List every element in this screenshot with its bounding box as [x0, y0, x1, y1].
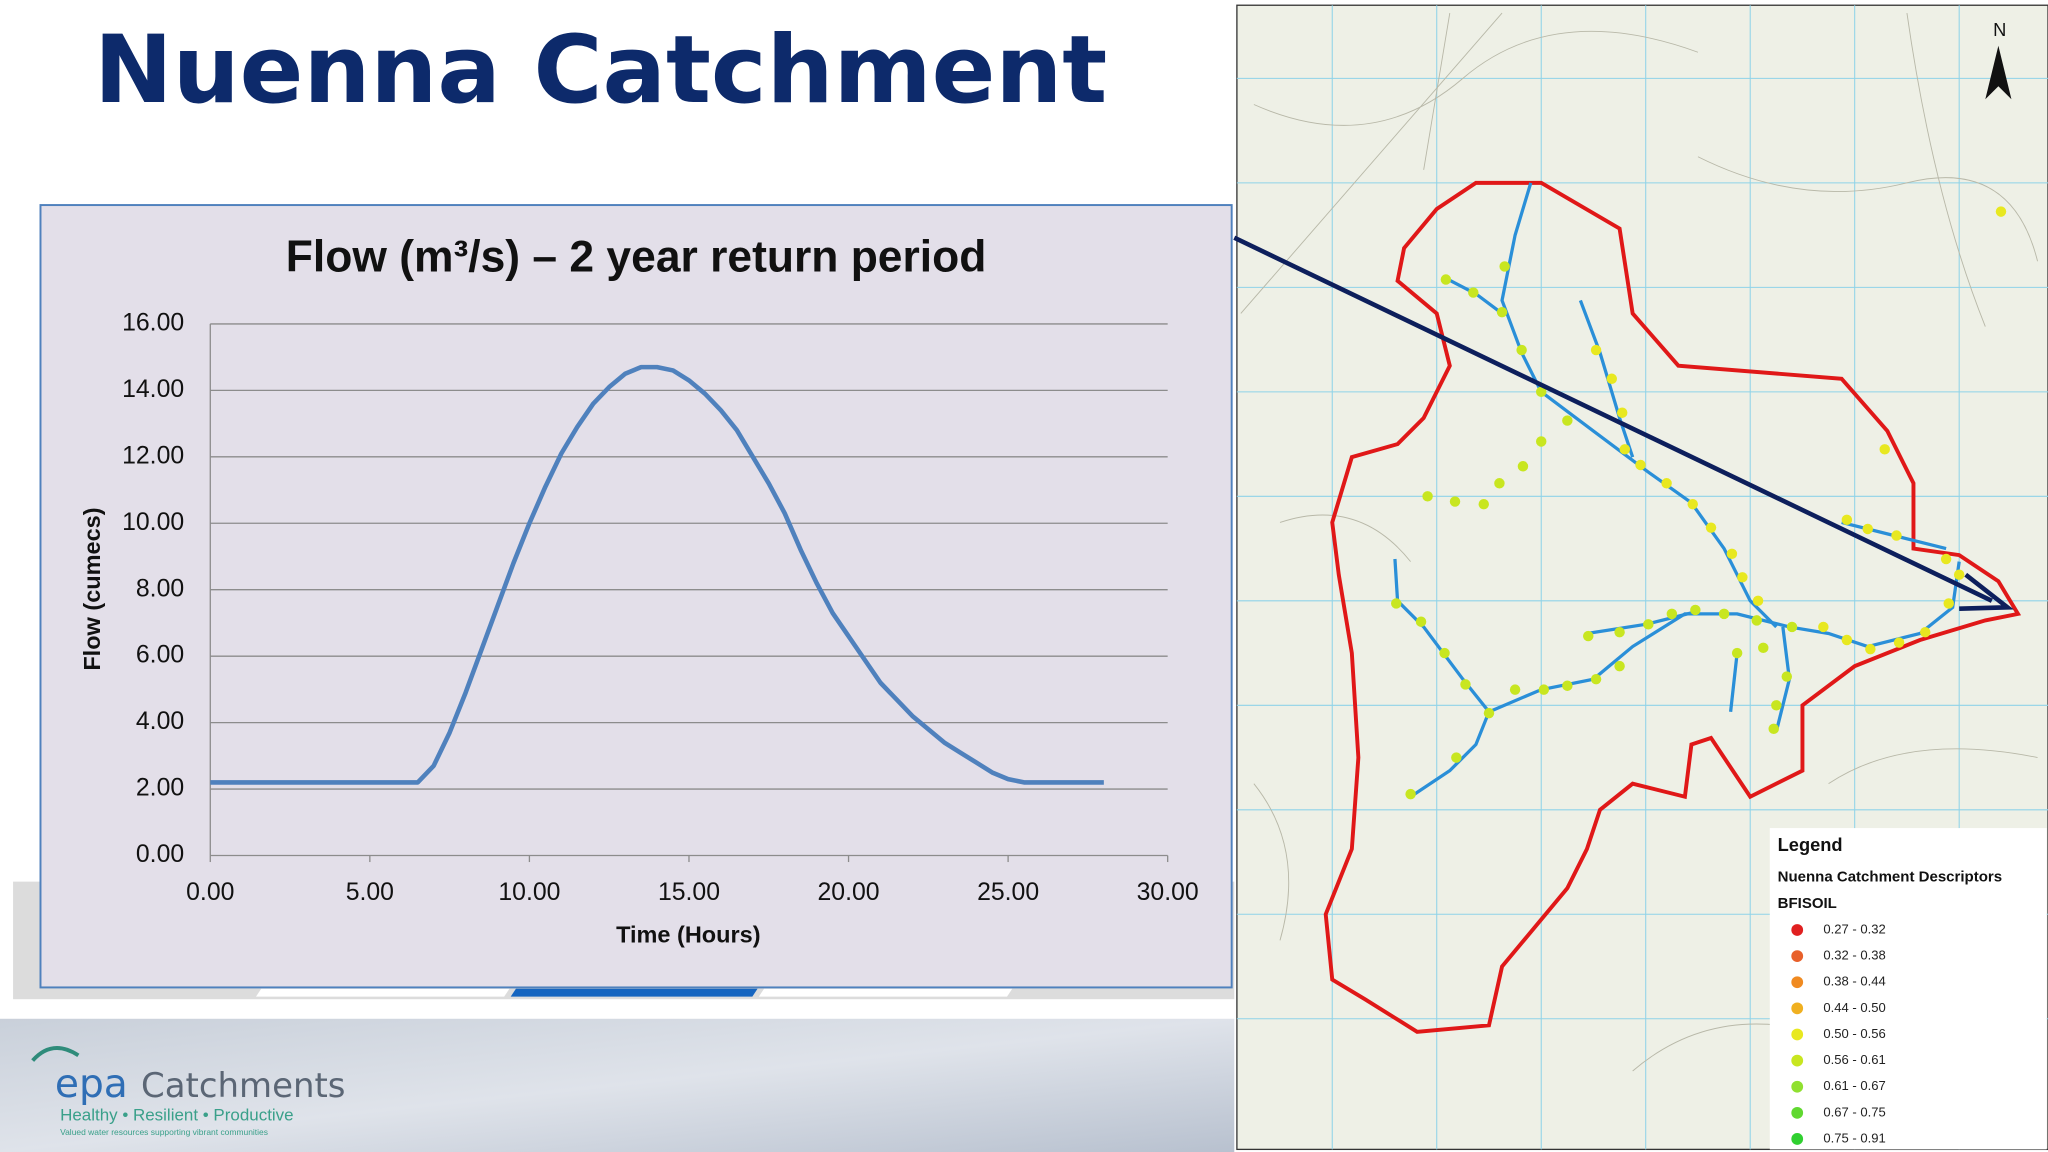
slide-title: Nuenna Catchment — [94, 16, 1107, 125]
y-tick-label: 6.00 — [136, 642, 184, 669]
map: N Legend Nuenna Catchment Descriptors BF… — [1233, 4, 2048, 1151]
x-tick-label: 15.00 — [658, 879, 720, 906]
legend-label: 0.61 - 0.67 — [1823, 1078, 1885, 1093]
x-tick-label: 0.00 — [186, 879, 234, 906]
map-legend — [1769, 828, 2047, 1150]
y-tick-label: 4.00 — [136, 708, 184, 735]
tab — [510, 988, 758, 997]
x-tick-label: 30.00 — [1137, 879, 1199, 906]
gauge-points — [1391, 206, 2007, 800]
map-grid — [1236, 5, 2048, 1150]
legend-label: 0.75 - 0.91 — [1823, 1130, 1885, 1145]
legend-label: 0.27 - 0.32 — [1823, 921, 1885, 936]
y-tick-label: 2.00 — [136, 775, 184, 802]
x-axis-label: Time (Hours) — [616, 922, 761, 948]
logo: epa Catchments Healthy • Resilient • Pro… — [31, 1046, 345, 1137]
flow-line — [210, 364, 1104, 785]
catchment-boundary — [1323, 180, 2022, 1034]
legend-swatch — [1791, 1002, 1804, 1015]
legend-swatch — [1791, 924, 1804, 936]
logo-brand: Catchments — [141, 1066, 345, 1106]
legend-swatch — [1791, 976, 1804, 989]
legend-swatch — [1791, 950, 1804, 962]
legend-swatch — [1791, 1028, 1804, 1041]
legend-swatch — [1791, 1133, 1804, 1145]
legend-label: 0.44 - 0.50 — [1823, 1000, 1885, 1015]
north-arrow — [1985, 45, 2012, 100]
tab — [256, 988, 510, 997]
tab — [758, 988, 1013, 997]
legend-swatch — [1791, 1054, 1804, 1067]
north-label: N — [1993, 19, 2006, 40]
pointer-arrow — [1233, 235, 1993, 603]
arrow-head — [1959, 572, 2014, 611]
legend-subtitle: Nuenna Catchment Descriptors — [1778, 869, 2002, 886]
legend-label: 0.67 - 0.75 — [1823, 1104, 1885, 1119]
legend-label: 0.38 - 0.44 — [1823, 974, 1885, 989]
legend-label: 0.56 - 0.61 — [1823, 1052, 1885, 1067]
chart-title: Flow (m³/s) – 2 year return period — [286, 233, 987, 282]
logo-swoosh — [31, 1046, 80, 1062]
y-tick-label: 12.00 — [122, 442, 184, 469]
y-axis-label: Flow (cumecs) — [79, 507, 105, 670]
y-tick-label: 10.00 — [122, 509, 184, 536]
logo-subline: Valued water resources supporting vibran… — [60, 1127, 268, 1137]
legend-field: BFISOIL — [1778, 895, 1837, 912]
x-tick-label: 20.00 — [818, 879, 880, 906]
x-tick-label: 25.00 — [977, 879, 1039, 906]
y-tick-label: 16.00 — [122, 309, 184, 336]
logo-tagline: Healthy • Resilient • Productive — [60, 1106, 294, 1125]
legend-label: 0.50 - 0.56 — [1823, 1026, 1885, 1041]
photo-banner — [0, 1018, 1235, 1152]
legend-label: 0.32 - 0.38 — [1823, 948, 1885, 963]
legend-swatch — [1791, 1106, 1804, 1119]
x-tick-label: 5.00 — [346, 879, 394, 906]
legend-swatch — [1791, 1080, 1804, 1093]
legend-classes: 0.27 - 0.32 0.32 - 0.38 0.38 - 0.44 0.44 - … — [1791, 921, 1886, 1145]
logo-prefix: epa — [55, 1062, 128, 1107]
y-tick-label: 0.00 — [136, 841, 184, 868]
y-tick-label: 8.00 — [136, 575, 184, 602]
chart-area — [39, 204, 1233, 989]
y-tick-label: 14.00 — [122, 376, 184, 403]
x-tick-label: 10.00 — [498, 879, 560, 906]
plot: 0.00 2.00 4.00 6.00 8.00 10.00 12.00 14.00 16.00… — [122, 309, 1199, 905]
legend-title: Legend — [1778, 834, 1843, 855]
